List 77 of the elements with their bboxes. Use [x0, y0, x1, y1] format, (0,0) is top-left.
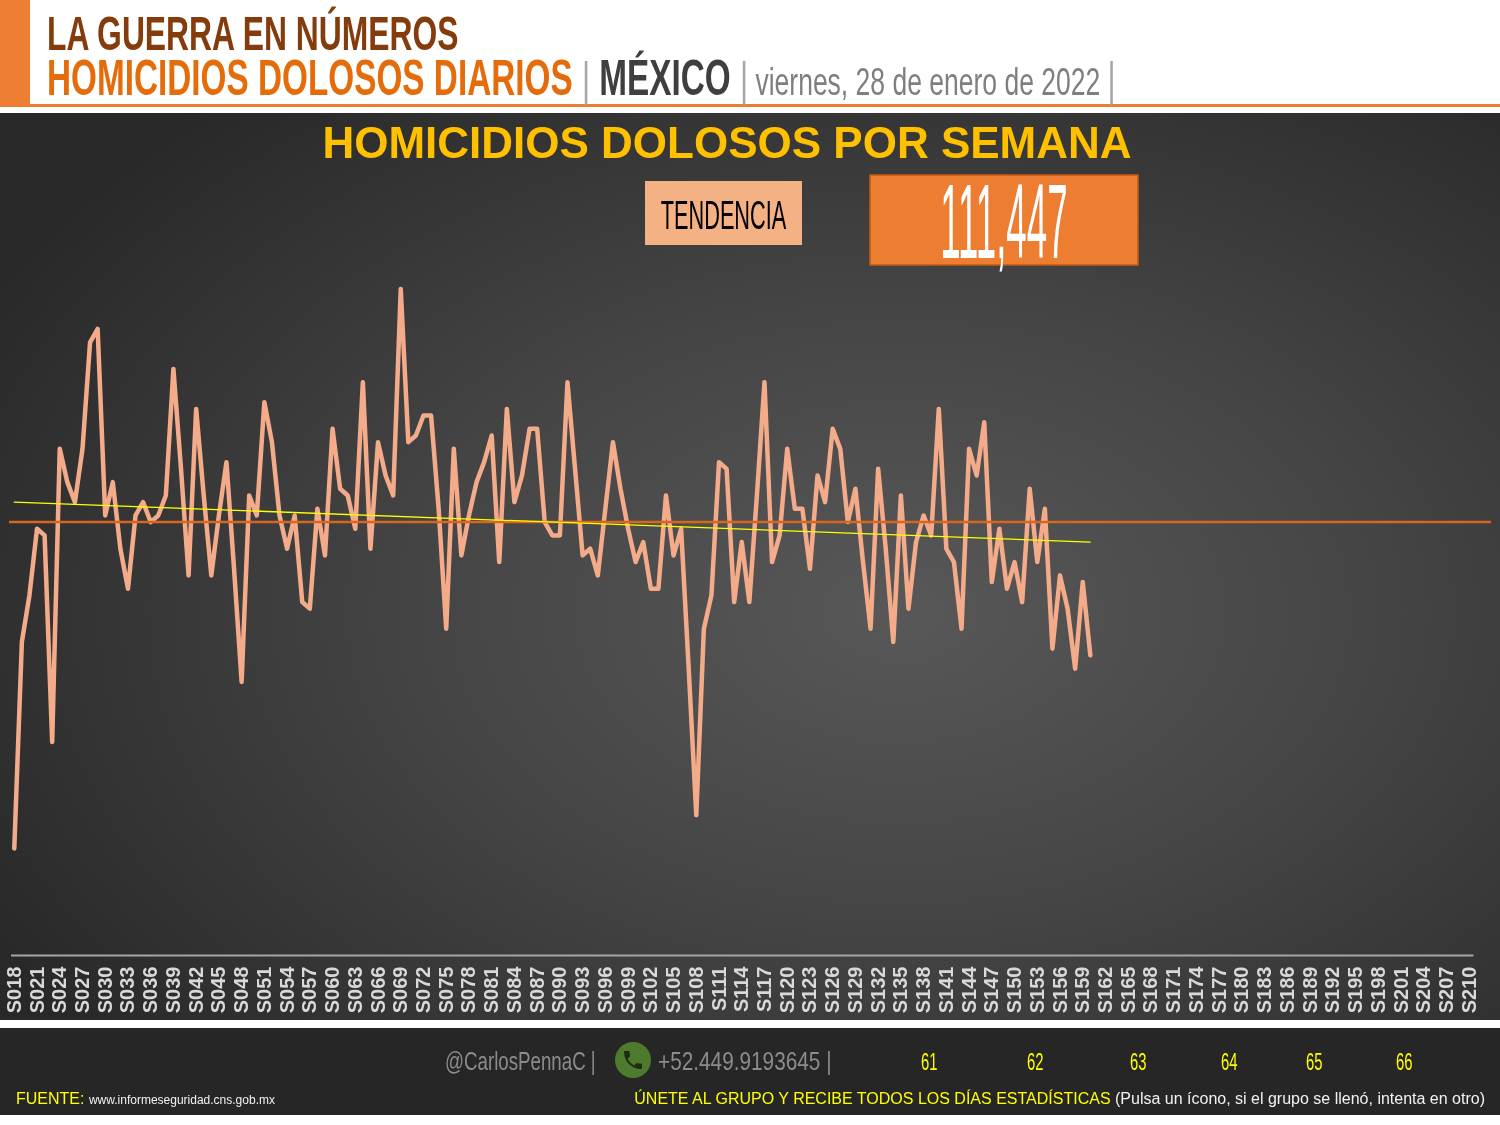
x-tick-label: S027: [70, 966, 93, 1014]
x-tick-label: S144: [957, 965, 980, 1014]
x-tick-label: S153: [1025, 966, 1048, 1014]
x-tick-label: S051: [252, 966, 275, 1014]
x-tick-label: S057: [298, 966, 321, 1014]
x-tick-label: S138: [912, 966, 935, 1014]
x-tick-label: S132: [866, 966, 889, 1014]
x-tick-label: S045: [207, 966, 230, 1014]
x-tick-label: S036: [139, 966, 162, 1014]
x-tick-label: S189: [1298, 966, 1321, 1014]
x-tick-label: S084: [502, 965, 525, 1014]
x-tick-label: S033: [116, 966, 139, 1014]
x-tick-label: S054: [275, 965, 298, 1014]
x-tick-label: S198: [1366, 966, 1389, 1014]
x-tick-label: S129: [843, 966, 866, 1014]
x-tick-label: S210: [1457, 966, 1480, 1014]
x-tick-label: S114: [730, 965, 753, 1013]
x-tick-label: S135: [889, 966, 912, 1014]
source-note: FUENTE: www.informeseguridad.cns.gob.mx: [16, 1090, 275, 1107]
text: 64: [1221, 1048, 1238, 1075]
x-tick-label: S024: [48, 965, 71, 1014]
x-tick-label: S165: [1116, 966, 1139, 1014]
x-tick-label: S171: [1162, 966, 1185, 1014]
x-tick-label: S108: [684, 966, 707, 1014]
x-tick-label: S168: [1139, 966, 1162, 1014]
x-tick-label: S192: [1321, 966, 1344, 1014]
text: ÚNETE AL GRUPO Y RECIBE TODOS LOS DÍAS ESTADÍSTICAS (Pulsa un ícono, si el grupo se llenó, intenta en otro): [634, 1089, 1485, 1107]
x-tick-label: S201: [1389, 966, 1412, 1014]
x-tick-label: S207: [1434, 966, 1457, 1014]
x-tick-label: S204: [1412, 965, 1435, 1014]
x-tick-label: S069: [389, 966, 412, 1014]
x-tick-label: S102: [639, 966, 662, 1014]
x-tick-label: S174: [1184, 965, 1207, 1014]
x-tick-label: S126: [821, 966, 844, 1014]
x-tick-label: S075: [434, 966, 457, 1014]
x-tick-label: S078: [457, 966, 480, 1014]
x-tick-label: S120: [775, 966, 798, 1014]
x-tick-label: S021: [25, 966, 48, 1014]
x-tick-label: S162: [1093, 966, 1116, 1014]
x-tick-label: S141: [934, 966, 957, 1014]
x-tick-label: S186: [1275, 966, 1298, 1014]
text: HOMICIDIOS DOLOSOS DIARIOS | MÉXICO | viernes, 28 de enero de 2022 |: [47, 50, 1116, 106]
text: 65: [1306, 1048, 1323, 1075]
text: 63: [1130, 1048, 1147, 1075]
x-tick-label: S183: [1253, 966, 1276, 1014]
x-tick-label: S018: [2, 966, 25, 1014]
x-tick-label: S117: [752, 966, 775, 1013]
x-tick-label: S048: [230, 966, 253, 1014]
text: 62: [1027, 1048, 1044, 1075]
x-tick-label: S111: [707, 966, 730, 1012]
x-tick-label: S090: [548, 966, 571, 1014]
x-tick-label: S039: [161, 966, 184, 1014]
x-tick-label: S096: [593, 966, 616, 1014]
x-tick-label: S177: [1207, 966, 1230, 1014]
x-tick-label: S180: [1230, 966, 1253, 1014]
x-tick-label: S195: [1344, 966, 1367, 1014]
x-tick-label: S150: [1003, 966, 1026, 1014]
x-tick-label: S060: [321, 966, 344, 1014]
x-tick-label: S063: [343, 966, 366, 1014]
text: @CarlosPennaC |: [445, 1045, 596, 1076]
text: TENDENCIA: [660, 191, 787, 238]
x-tick-label: S072: [411, 966, 434, 1014]
x-tick-label: S156: [1048, 966, 1071, 1014]
x-tick-label: S087: [525, 966, 548, 1014]
text: +52.449.9193645 |: [658, 1046, 832, 1076]
x-tick-label: S066: [366, 966, 389, 1014]
text: 61: [921, 1048, 938, 1075]
x-tick-label: S042: [184, 966, 207, 1014]
x-tick-label: S093: [571, 966, 594, 1014]
x-tick-label: S147: [980, 966, 1003, 1014]
x-tick-label: S123: [798, 966, 821, 1014]
x-tick-label: S159: [1071, 966, 1094, 1014]
x-tick-label: S099: [616, 966, 639, 1014]
text: 66: [1396, 1048, 1413, 1075]
x-tick-label: S105: [662, 966, 685, 1014]
x-tick-label: S030: [93, 966, 116, 1014]
x-tick-label: S081: [480, 966, 503, 1014]
